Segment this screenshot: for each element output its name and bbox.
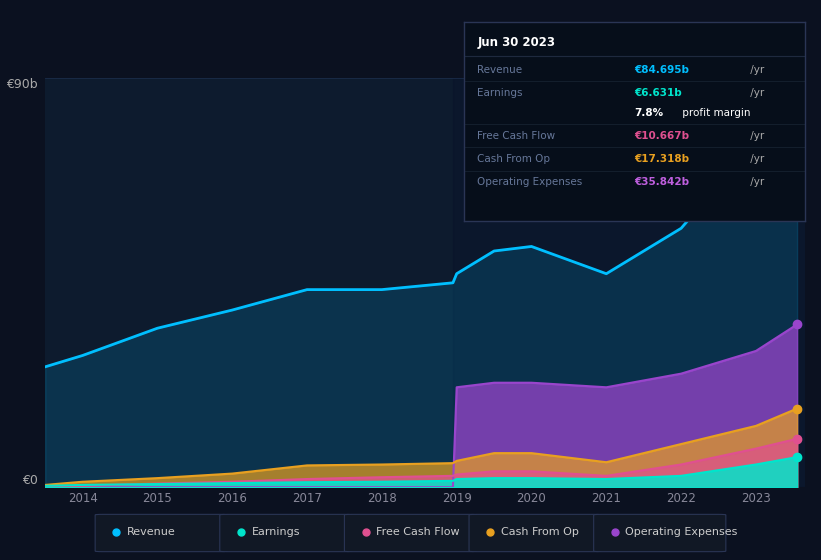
Text: /yr: /yr	[746, 178, 764, 188]
Text: €90b: €90b	[6, 78, 38, 91]
Text: /yr: /yr	[746, 65, 764, 75]
Text: Earnings: Earnings	[478, 88, 523, 98]
Text: 7.8%: 7.8%	[635, 108, 663, 118]
Text: Operating Expenses: Operating Expenses	[626, 527, 738, 537]
Text: /yr: /yr	[746, 88, 764, 98]
FancyBboxPatch shape	[469, 514, 601, 552]
Bar	[453, 78, 809, 487]
Text: €84.695b: €84.695b	[635, 65, 689, 75]
FancyBboxPatch shape	[594, 514, 726, 552]
Text: Free Cash Flow: Free Cash Flow	[376, 527, 460, 537]
Text: Operating Expenses: Operating Expenses	[478, 178, 583, 188]
FancyBboxPatch shape	[95, 514, 227, 552]
Text: €6.631b: €6.631b	[635, 88, 682, 98]
Text: €17.318b: €17.318b	[635, 153, 690, 164]
Text: Free Cash Flow: Free Cash Flow	[478, 130, 556, 141]
Text: Cash From Op: Cash From Op	[501, 527, 579, 537]
Text: Jun 30 2023: Jun 30 2023	[478, 36, 556, 49]
Text: /yr: /yr	[746, 153, 764, 164]
Text: Earnings: Earnings	[251, 527, 300, 537]
FancyBboxPatch shape	[345, 514, 476, 552]
Text: Cash From Op: Cash From Op	[478, 153, 551, 164]
Text: €0: €0	[21, 474, 38, 487]
Text: Revenue: Revenue	[478, 65, 523, 75]
Text: €10.667b: €10.667b	[635, 130, 690, 141]
Text: /yr: /yr	[746, 130, 764, 141]
Text: profit margin: profit margin	[678, 108, 750, 118]
Text: Revenue: Revenue	[127, 527, 176, 537]
Text: €35.842b: €35.842b	[635, 178, 690, 188]
FancyBboxPatch shape	[220, 514, 352, 552]
